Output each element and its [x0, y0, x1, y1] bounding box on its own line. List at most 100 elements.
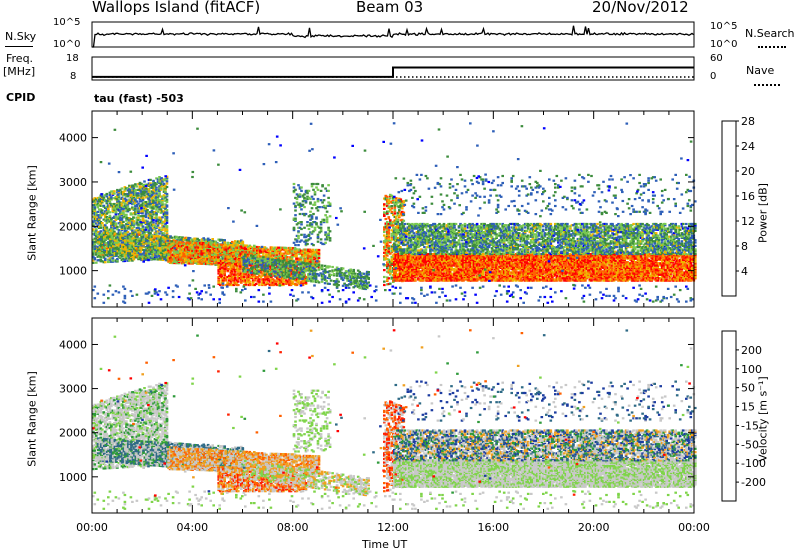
power-cell	[140, 207, 143, 209]
power-cell	[242, 241, 245, 243]
power-cell	[139, 251, 142, 253]
power-cell	[166, 229, 169, 231]
power-cell	[104, 224, 107, 226]
power-cell	[160, 187, 163, 189]
power-cell	[139, 219, 142, 221]
power-cell	[224, 244, 227, 246]
power-cell	[100, 244, 103, 246]
power-cell	[112, 260, 115, 262]
power-cell	[111, 236, 114, 238]
power-cell	[115, 211, 118, 213]
power-cell	[143, 180, 146, 182]
power-cell	[157, 211, 160, 213]
power-cell	[127, 206, 130, 208]
power-cell	[155, 233, 158, 235]
power-cell	[114, 233, 117, 235]
power-cell	[124, 234, 127, 236]
power-cell	[146, 209, 149, 211]
power-cell	[158, 192, 161, 194]
power-cell	[237, 244, 240, 246]
power-cell	[166, 232, 169, 234]
power-cell	[133, 258, 136, 260]
power-cell	[232, 244, 235, 246]
power-cell	[103, 197, 106, 199]
power-cell	[109, 253, 112, 255]
power-cell	[157, 225, 160, 227]
power-cell	[136, 185, 139, 187]
power-cell	[154, 255, 157, 257]
power-cell	[155, 209, 158, 211]
power-cell	[152, 208, 155, 210]
power-cell	[211, 263, 214, 265]
power-cell	[130, 242, 133, 244]
power-cell	[166, 211, 169, 213]
power-cell	[154, 243, 157, 245]
power-cell	[104, 261, 107, 263]
power-cell	[136, 200, 139, 202]
power-cell	[142, 239, 145, 241]
power-cell	[166, 222, 169, 224]
power-cell	[224, 246, 227, 248]
nsky-trace	[92, 26, 694, 47]
power-cell	[143, 194, 146, 196]
power-cell	[103, 205, 106, 207]
power-cell	[145, 201, 148, 203]
power-cell	[153, 258, 156, 260]
power-cell	[161, 202, 164, 204]
power-cell	[107, 208, 110, 210]
power-cell	[95, 228, 98, 230]
power-cell	[136, 221, 139, 223]
power-cell	[128, 208, 131, 210]
power-cell	[152, 180, 155, 182]
power-cell	[134, 183, 137, 185]
power-cell	[226, 242, 229, 244]
power-cell	[119, 231, 122, 233]
power-cell	[142, 252, 145, 254]
power-cell	[152, 219, 155, 221]
power-cell	[217, 254, 220, 256]
power-cell	[166, 199, 169, 201]
power-cell	[100, 230, 103, 232]
power-cell	[112, 257, 115, 259]
power-cell	[109, 201, 112, 203]
power-cell	[203, 250, 206, 252]
power-cell	[106, 195, 109, 197]
power-cell	[95, 262, 98, 264]
power-cell	[152, 221, 155, 223]
power-cell	[221, 260, 224, 262]
power-cell	[139, 243, 142, 245]
power-cell	[166, 180, 169, 182]
power-cell	[116, 258, 119, 260]
power-cell	[184, 255, 187, 257]
power-cell	[121, 252, 124, 254]
power-cell	[163, 183, 166, 185]
power-cell	[105, 242, 108, 244]
power-cell	[211, 250, 214, 252]
power-cell	[109, 215, 112, 217]
radar-summary-plot: 1000200030004000100020003000400000:00 04:…	[0, 0, 800, 554]
power-cell	[166, 219, 169, 221]
power-cell	[163, 194, 166, 196]
power-cell	[151, 216, 154, 218]
power-cell	[94, 243, 97, 245]
power-cell	[115, 242, 118, 244]
power-cell	[161, 216, 164, 218]
power-cell	[113, 193, 116, 195]
power-cell	[138, 234, 141, 236]
power-cell	[156, 240, 159, 242]
power-cell	[166, 209, 169, 211]
power-cell	[223, 239, 226, 241]
power-cell	[232, 249, 235, 251]
power-cell	[166, 216, 169, 218]
power-cell	[223, 251, 226, 253]
power-scatter	[92, 122, 697, 304]
power-cell	[137, 195, 140, 197]
power-cell	[116, 226, 119, 228]
power-cell	[200, 263, 203, 265]
power-cell	[161, 229, 164, 231]
power-cell	[166, 201, 169, 203]
power-cell	[133, 220, 136, 222]
power-cell	[152, 213, 155, 215]
power-cell	[158, 227, 161, 229]
power-cell	[178, 241, 181, 243]
